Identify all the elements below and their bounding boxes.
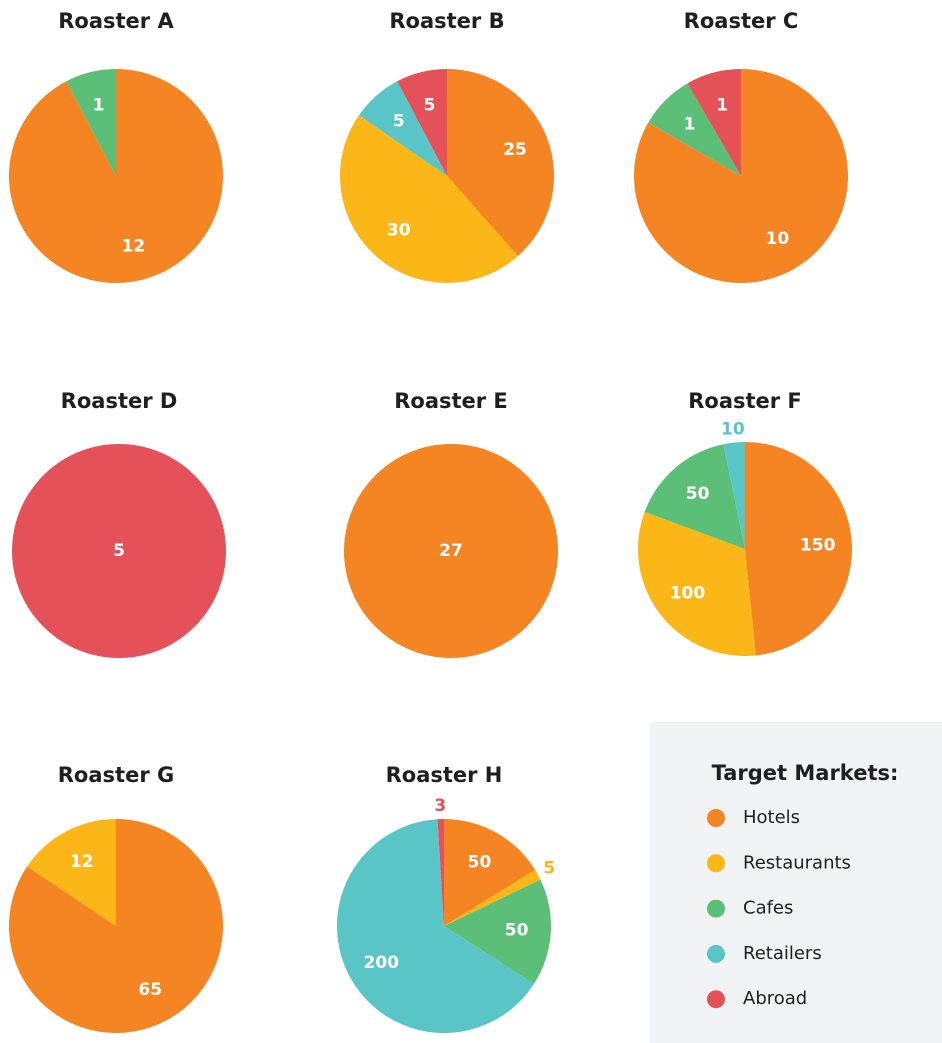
value-label: 50	[686, 484, 710, 504]
value-label: 5	[393, 112, 405, 132]
pie-slice	[447, 69, 554, 257]
chart-title: Roaster E	[394, 389, 508, 413]
value-label: 5	[113, 541, 125, 561]
value-label: 100	[670, 584, 706, 604]
value-label: 12	[70, 852, 94, 872]
pie-slice	[344, 444, 558, 658]
legend-swatch	[707, 990, 725, 1009]
pie-slice	[687, 69, 741, 176]
value-label: 25	[503, 140, 527, 160]
value-label: 10	[766, 229, 790, 249]
chart-title: Roaster B	[389, 9, 504, 33]
value-label: 65	[138, 980, 162, 1000]
pie-slice	[66, 69, 116, 176]
legend-title: Target Markets:	[712, 761, 899, 785]
pie-slice	[8, 819, 223, 1033]
value-label: 3	[434, 796, 446, 816]
legend-label: Abroad	[743, 988, 807, 1009]
legend-swatch	[707, 854, 725, 873]
legend-label: Retailers	[743, 943, 822, 964]
value-label: 30	[387, 220, 411, 240]
value-label: 1	[93, 95, 105, 115]
legend-label: Hotels	[743, 807, 800, 828]
value-label: 1	[684, 115, 696, 135]
pie-slice	[444, 819, 536, 926]
pie-slice	[723, 442, 745, 549]
value-label: 12	[122, 237, 146, 257]
pie-slice	[12, 444, 226, 658]
pie-slice	[8, 69, 224, 283]
legend-label: Restaurants	[743, 852, 851, 873]
pie-slice	[437, 819, 444, 926]
pie-slice	[444, 869, 541, 926]
value-label: 5	[424, 95, 436, 115]
chart-title: Roaster D	[61, 389, 178, 413]
chart-title: Roaster F	[688, 389, 802, 413]
value-label: 50	[505, 920, 529, 940]
pie-slice	[648, 83, 741, 176]
legend-label: Cafes	[743, 898, 793, 919]
value-label: 27	[439, 541, 463, 561]
pie-slice	[27, 819, 116, 926]
pie-slice	[637, 511, 756, 656]
legend-swatch	[707, 899, 725, 918]
pie-slice	[358, 81, 447, 176]
value-label: 150	[800, 535, 836, 555]
value-label: 200	[363, 953, 399, 973]
pie-slice	[339, 115, 518, 283]
value-label: 10	[721, 420, 745, 440]
pie-slice	[745, 442, 852, 656]
value-label: 5	[543, 858, 555, 878]
pie-slice	[444, 879, 551, 984]
chart-title: Roaster H	[386, 763, 503, 787]
chart-title: Roaster C	[684, 9, 799, 33]
legend-swatch	[707, 809, 725, 827]
pie-slice	[644, 444, 745, 549]
chart-title: Roaster G	[58, 763, 174, 787]
legend-swatch	[707, 944, 725, 963]
value-label: 50	[468, 852, 492, 872]
pie-slice	[337, 819, 535, 1033]
pie-slice	[397, 69, 447, 176]
value-label: 1	[716, 96, 728, 116]
legend-box	[650, 722, 942, 1043]
chart-title: Roaster A	[58, 9, 174, 33]
